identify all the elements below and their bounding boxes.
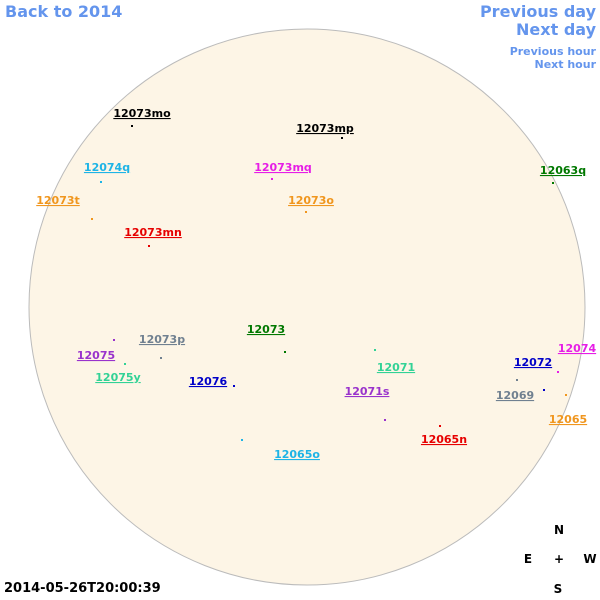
region-label[interactable]: 12075 xyxy=(77,349,115,362)
region-label[interactable]: 12065o xyxy=(274,448,320,461)
region-label[interactable]: 12071s xyxy=(345,385,390,398)
sunspot xyxy=(374,349,376,351)
sunspot xyxy=(148,245,150,247)
sunspot xyxy=(305,211,307,213)
region-label[interactable]: 12065 xyxy=(549,413,587,426)
region-label[interactable]: 12073mp xyxy=(296,122,354,135)
sunspot xyxy=(233,385,235,387)
sunspot xyxy=(516,379,518,381)
back-link[interactable]: Back to 2014 xyxy=(5,2,123,21)
region-label[interactable]: 12075y xyxy=(95,371,140,384)
sunspot xyxy=(131,125,133,127)
sunspot xyxy=(552,182,554,184)
region-label[interactable]: 12073 xyxy=(247,323,285,336)
region-label[interactable]: 12063q xyxy=(540,164,586,177)
sunspot xyxy=(241,439,243,441)
compass-e: E xyxy=(524,552,532,566)
region-label[interactable]: 12074 xyxy=(558,342,597,355)
next-hour-link[interactable]: Next hour xyxy=(534,58,597,71)
compass-center: + xyxy=(554,552,564,566)
region-label[interactable]: 12073mn xyxy=(124,226,182,239)
region-label[interactable]: 12073p xyxy=(139,333,185,346)
region-label[interactable]: 12073o xyxy=(288,194,334,207)
timestamp: 2014-05-26T20:00:39 xyxy=(4,581,161,596)
compass-s: S xyxy=(554,582,563,596)
sunspot xyxy=(341,137,343,139)
sunspot xyxy=(124,363,126,365)
sunspot xyxy=(91,218,93,220)
previous-hour-link[interactable]: Previous hour xyxy=(509,45,596,58)
region-label[interactable]: 12072 xyxy=(514,356,552,369)
region-label[interactable]: 12069 xyxy=(496,389,534,402)
solar-disk xyxy=(28,28,586,586)
region-label[interactable]: 12076 xyxy=(189,375,228,388)
sunspot xyxy=(557,371,559,373)
region-label[interactable]: 12071 xyxy=(377,361,415,374)
sunspot xyxy=(113,339,115,341)
sunspot xyxy=(543,389,545,391)
previous-day-link[interactable]: Previous day xyxy=(479,2,596,21)
sunspot xyxy=(384,419,386,421)
sunspot xyxy=(271,178,273,180)
compass-n: N xyxy=(554,523,564,537)
region-label[interactable]: 12073mq xyxy=(254,161,312,174)
next-day-link[interactable]: Next day xyxy=(516,20,596,39)
region-label[interactable]: 12074q xyxy=(84,161,130,174)
sunspot xyxy=(284,351,286,353)
region-label[interactable]: 12065n xyxy=(421,433,467,446)
region-label[interactable]: 12073t xyxy=(36,194,80,207)
region-label[interactable]: 12073mo xyxy=(113,107,171,120)
sunspot xyxy=(565,394,567,396)
sunspot xyxy=(100,181,102,183)
compass-w: W xyxy=(583,552,596,566)
sunspot xyxy=(160,357,162,359)
sunspot xyxy=(439,425,441,427)
